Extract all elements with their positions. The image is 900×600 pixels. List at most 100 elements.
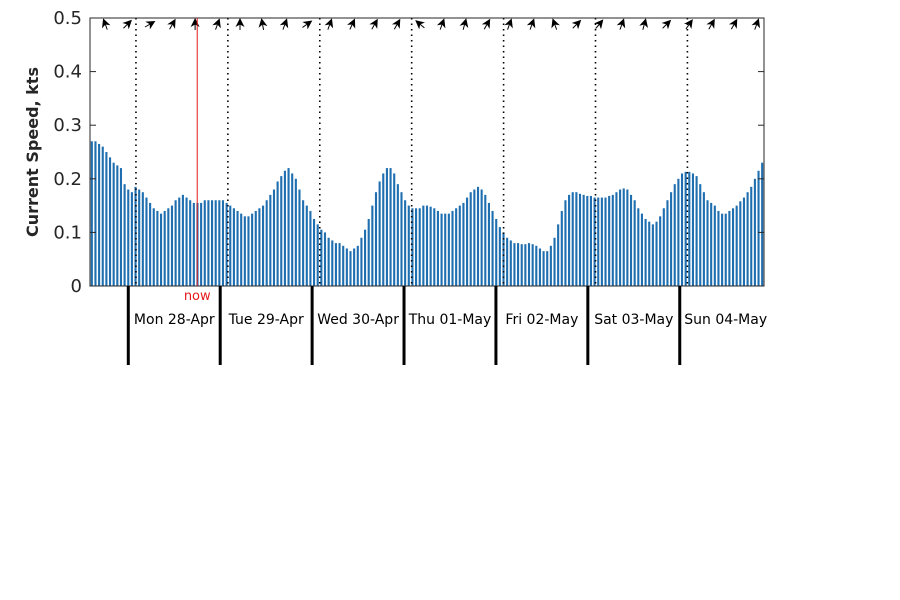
bar	[90, 141, 93, 286]
bar	[298, 189, 301, 286]
bar	[491, 210, 494, 286]
day-label: Fri 02-May	[505, 312, 578, 328]
bar	[418, 208, 421, 286]
bar	[415, 208, 418, 286]
arrow-icon	[167, 18, 176, 30]
arrow-tail	[104, 23, 108, 30]
bar	[247, 216, 250, 286]
bar	[221, 200, 225, 286]
bars-layer	[90, 141, 764, 286]
bar	[108, 157, 112, 286]
bar	[571, 192, 574, 286]
bar	[101, 146, 104, 286]
arrow-tail	[215, 23, 219, 30]
bar	[462, 202, 465, 286]
bar	[283, 170, 286, 286]
bar	[152, 208, 155, 286]
bar	[411, 208, 414, 286]
arrow-icon	[347, 18, 356, 30]
bar	[214, 200, 217, 286]
bar	[670, 192, 673, 286]
bar	[229, 205, 232, 286]
bar	[393, 173, 396, 286]
bar	[305, 205, 308, 286]
bar	[367, 219, 370, 286]
bar	[604, 197, 607, 286]
arrow-icon	[683, 19, 693, 30]
bar	[265, 200, 268, 286]
bar	[717, 210, 720, 286]
arrow-tail	[619, 23, 623, 30]
bar	[487, 202, 490, 286]
arrow-tail	[483, 23, 488, 30]
bar	[495, 219, 498, 286]
bar	[262, 205, 265, 286]
arrow-icon	[144, 21, 156, 30]
bar	[702, 192, 705, 286]
bar	[134, 186, 137, 286]
arrow-head	[504, 18, 513, 29]
bar	[728, 210, 731, 286]
bar	[451, 210, 454, 286]
bar	[644, 219, 647, 286]
bar	[546, 251, 549, 286]
arrow-tail	[439, 23, 443, 30]
arrow-icon	[415, 20, 425, 30]
bar	[640, 213, 643, 286]
bar	[200, 202, 203, 286]
arrow-icon	[459, 18, 469, 30]
bar	[149, 202, 152, 286]
y-axis-label: Current Speed, kts	[23, 67, 42, 237]
arrow-head	[101, 18, 111, 29]
bar	[589, 195, 592, 286]
bar	[757, 170, 760, 286]
bar	[557, 224, 560, 286]
arrow-icon	[302, 20, 313, 30]
arrow-head	[347, 18, 356, 29]
arrow-head	[167, 18, 176, 29]
bar	[688, 171, 691, 286]
bar	[517, 243, 520, 286]
arrow-icon	[728, 18, 738, 30]
arrow-tail	[642, 23, 645, 30]
bar	[513, 243, 516, 286]
bar	[466, 197, 469, 286]
bar	[586, 195, 589, 286]
bar	[622, 188, 625, 286]
bar	[506, 237, 509, 286]
arrow-icon	[122, 19, 132, 30]
arrow-head	[551, 18, 560, 29]
arrow-tail	[371, 23, 376, 30]
arrow-tail	[327, 23, 331, 30]
bar	[666, 200, 669, 286]
bar	[659, 216, 662, 286]
bar	[159, 213, 163, 286]
bar	[342, 245, 345, 286]
arrow-icon	[616, 18, 626, 30]
bar	[385, 168, 388, 286]
bar	[119, 168, 123, 286]
arrow-tail	[662, 23, 668, 29]
bar	[389, 168, 392, 286]
bar	[309, 210, 312, 286]
bar	[123, 184, 126, 286]
arrow-icon	[571, 19, 582, 30]
bar	[615, 192, 618, 286]
arrow-head	[258, 18, 268, 28]
bar	[564, 200, 567, 286]
arrow-tail	[262, 23, 265, 30]
bar	[422, 205, 425, 286]
bar	[731, 208, 735, 286]
bar	[291, 173, 294, 286]
arrow-icon	[551, 18, 560, 30]
bar	[404, 200, 407, 286]
bar	[163, 210, 166, 286]
bar	[225, 202, 228, 286]
y-axis: 0 0.1 0.2 0.3 0.4 0.5	[53, 8, 764, 297]
arrow-tail	[169, 23, 174, 30]
arrow-icon	[101, 18, 111, 30]
bar	[629, 194, 633, 286]
bar	[94, 141, 97, 286]
bar	[334, 243, 337, 286]
bar	[710, 202, 713, 286]
